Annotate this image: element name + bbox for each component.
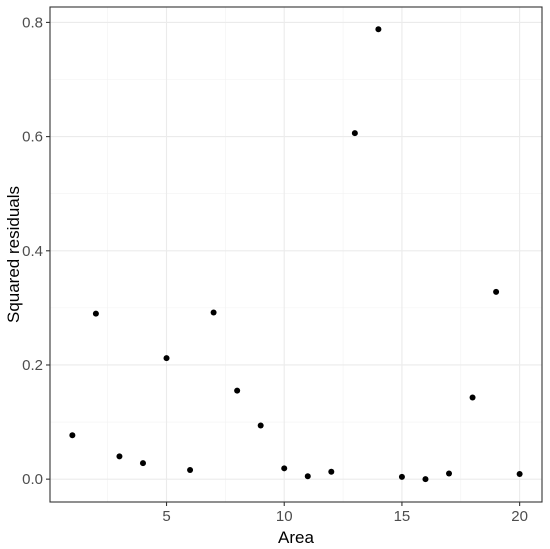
plot-panel-border [49,6,543,503]
minor-grid [50,7,542,502]
y-tick-label: 0.8 [22,14,43,31]
major-grid [50,7,542,502]
y-tick-label: 0.6 [22,129,43,146]
data-point [516,471,523,478]
data-point [446,470,453,477]
data-point [375,26,382,33]
data-point [351,130,358,137]
data-point [116,453,123,460]
y-tick-label: 0.2 [22,357,43,374]
x-axis: 5 10 15 20 [162,502,528,525]
data-point [139,460,146,467]
x-tick-label: 15 [394,508,411,525]
data-point [493,288,500,295]
data-points [69,26,523,483]
x-axis-title: Area [278,528,314,547]
x-tick-label: 5 [162,508,170,525]
data-point [163,355,170,362]
y-axis-title: Squared residuals [4,186,23,323]
data-point [422,476,429,483]
x-tick-label: 20 [511,508,528,525]
y-axis: 0.0 0.2 0.4 0.6 0.8 [22,14,50,488]
data-point [234,387,241,394]
y-tick-label: 0.4 [22,243,43,260]
x-tick-label: 10 [276,508,293,525]
plot-panel-background [50,7,542,502]
data-point [469,394,476,401]
data-point [187,467,194,474]
data-point [92,310,99,317]
data-point [328,468,335,475]
data-point [210,309,217,316]
data-point [69,432,76,439]
y-tick-label: 0.0 [22,471,43,488]
data-point [304,473,311,480]
data-point [398,473,405,480]
data-point [257,422,264,429]
data-point [281,465,288,472]
